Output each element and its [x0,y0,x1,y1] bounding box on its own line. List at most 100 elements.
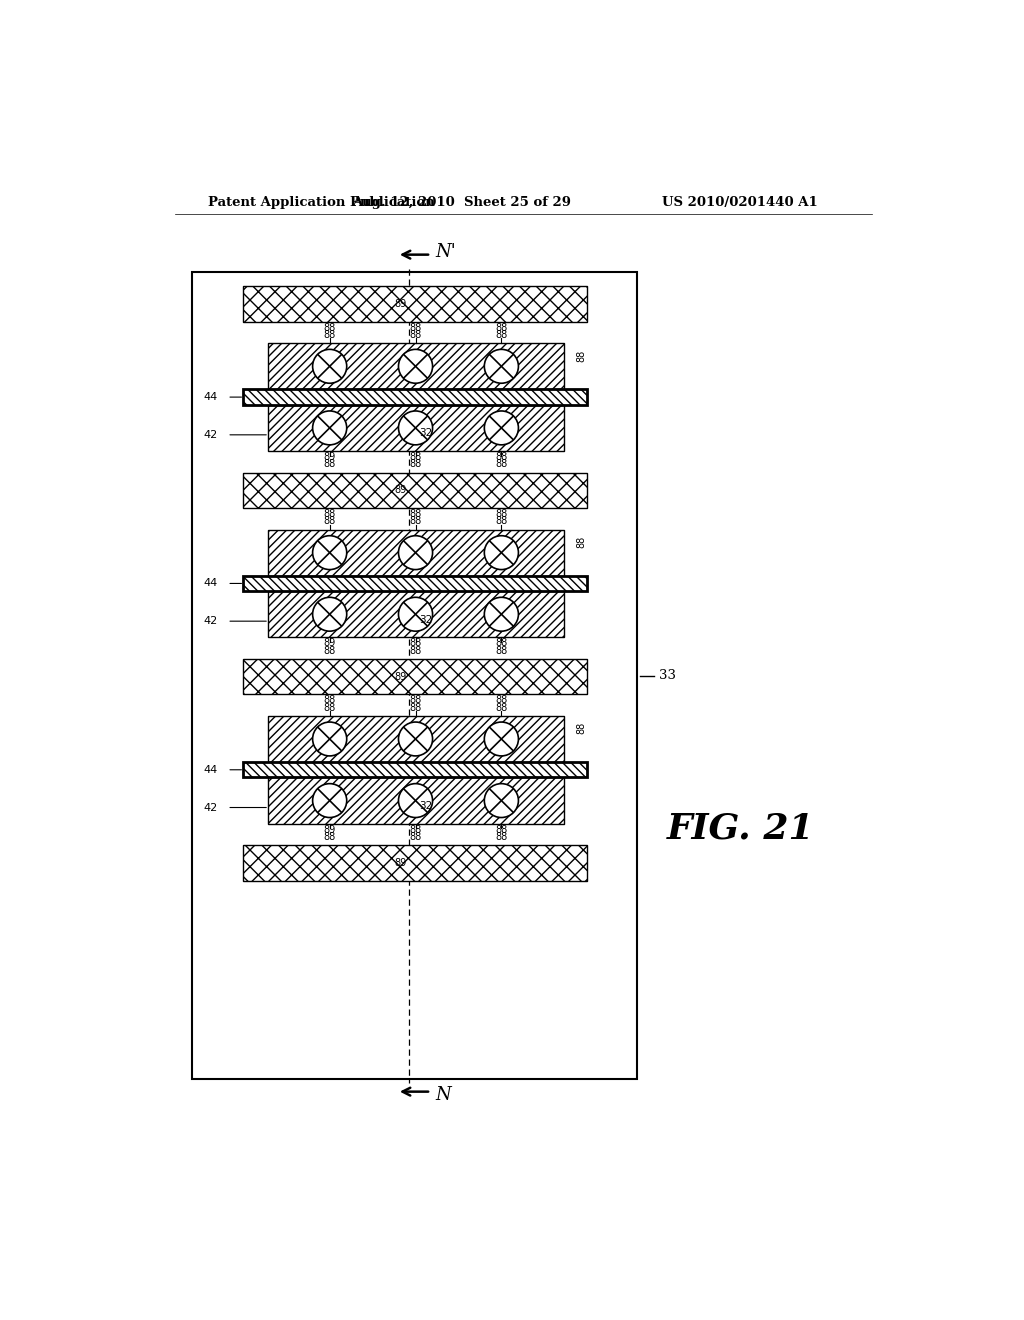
Circle shape [484,597,518,631]
Bar [267,529,563,576]
Text: 88: 88 [496,451,508,462]
Bar [243,389,587,405]
Circle shape [484,536,518,570]
Text: 89: 89 [394,486,407,495]
Circle shape [312,784,347,817]
Text: 32: 32 [420,615,433,624]
Text: 88: 88 [496,510,508,519]
Text: 32: 32 [420,429,433,438]
Text: 89: 89 [394,858,407,869]
Text: 88: 88 [324,510,336,519]
Text: 88: 88 [324,322,336,333]
Bar [193,272,637,1080]
Bar [267,405,563,451]
Text: FIG. 21: FIG. 21 [667,812,814,845]
Circle shape [398,411,432,445]
Bar [243,576,587,591]
Text: 88: 88 [496,516,508,527]
Text: 88: 88 [575,722,586,734]
Text: N: N [435,1086,452,1104]
Text: 88: 88 [496,645,508,656]
Text: 88: 88 [324,696,336,705]
Bar [267,591,563,638]
Circle shape [398,350,432,383]
Text: 44: 44 [204,392,218,403]
Text: 89: 89 [324,639,336,648]
Text: 89: 89 [394,298,407,309]
Circle shape [484,411,518,445]
Text: 88: 88 [496,702,508,713]
Text: 88: 88 [324,645,336,656]
Bar [267,715,563,762]
Text: 88: 88 [324,702,336,713]
Text: 88: 88 [410,330,422,341]
Text: 88: 88 [410,645,422,656]
Text: Aug. 12, 2010  Sheet 25 of 29: Aug. 12, 2010 Sheet 25 of 29 [352,195,570,209]
Text: Patent Application Publication: Patent Application Publication [208,195,434,209]
Text: 89: 89 [394,672,407,681]
Circle shape [312,536,347,570]
Text: 88: 88 [410,702,422,713]
Bar [267,529,563,576]
Text: 44: 44 [204,764,218,775]
Bar [243,845,587,880]
Circle shape [312,722,347,756]
Circle shape [398,722,432,756]
Text: 88: 88 [575,350,586,362]
Text: 88: 88 [410,696,422,705]
Text: 88: 88 [410,639,422,648]
Text: 88: 88 [496,825,508,834]
Text: 88: 88 [410,451,422,462]
Text: 88: 88 [575,536,586,548]
Circle shape [312,597,347,631]
Bar [267,591,563,638]
Circle shape [398,597,432,631]
Bar [243,286,587,322]
Text: 88: 88 [496,639,508,648]
Text: 42: 42 [204,430,218,440]
Circle shape [398,536,432,570]
Text: 88: 88 [324,516,336,527]
Text: 88: 88 [410,459,422,470]
Circle shape [312,411,347,445]
Bar [243,762,587,777]
Text: 89: 89 [324,451,336,462]
Text: 88: 88 [324,832,336,842]
Text: 88: 88 [324,330,336,341]
Text: 88: 88 [410,510,422,519]
Text: 33: 33 [658,669,676,682]
Text: 88: 88 [410,825,422,834]
Text: 88: 88 [496,696,508,705]
Bar [243,576,587,591]
Text: 88: 88 [324,459,336,470]
Text: 88: 88 [496,322,508,333]
Text: 88: 88 [496,832,508,842]
Bar [243,389,587,405]
Text: US 2010/0201440 A1: US 2010/0201440 A1 [663,195,818,209]
Circle shape [312,350,347,383]
Text: N': N' [435,243,457,260]
Circle shape [484,784,518,817]
Circle shape [398,784,432,817]
Bar [243,473,587,508]
Circle shape [484,722,518,756]
Bar [267,777,563,824]
Bar [267,777,563,824]
Bar [243,286,587,322]
Bar [243,473,587,508]
Bar [267,343,563,389]
Text: 44: 44 [204,578,218,589]
Bar [243,845,587,880]
Text: 88: 88 [410,832,422,842]
Text: 42: 42 [204,616,218,626]
Bar [267,343,563,389]
Text: 32: 32 [420,801,433,810]
Text: 88: 88 [410,516,422,527]
Text: 42: 42 [204,803,218,813]
Bar [267,405,563,451]
Text: 88: 88 [496,459,508,470]
Circle shape [484,350,518,383]
Bar [243,762,587,777]
Text: 88: 88 [410,322,422,333]
Bar [243,659,587,694]
